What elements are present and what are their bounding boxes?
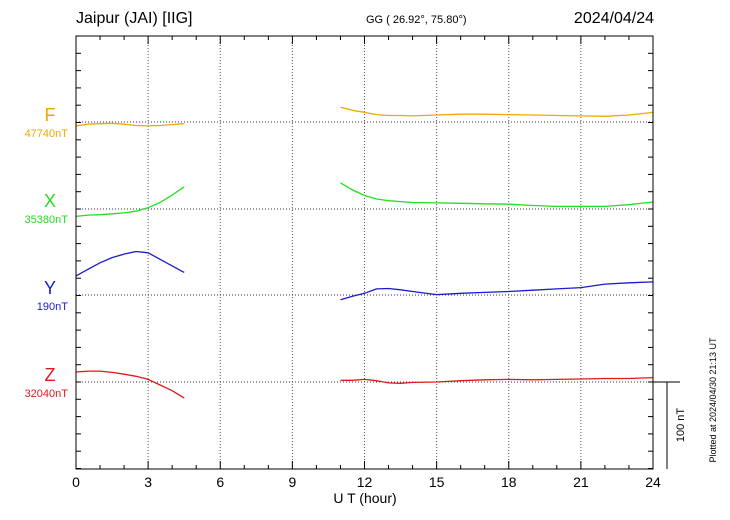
series-line-y — [75, 250, 654, 301]
scale-bar: 100 nT — [653, 381, 687, 469]
component-label-f: F — [45, 105, 56, 125]
baseline-value-y: 190nT — [37, 301, 68, 313]
scale-bar-label: 100 nT — [675, 408, 687, 443]
component-label-x: X — [44, 191, 56, 211]
baseline-value-x: 35380nT — [25, 214, 69, 226]
baseline-value-z: 32040nT — [25, 388, 69, 400]
component-label-z: Z — [45, 365, 56, 385]
series-line-x — [75, 182, 654, 218]
series-layer — [75, 106, 654, 399]
baseline-value-f: 47740nT — [25, 128, 69, 140]
x-tick-label: 18 — [501, 474, 517, 490]
x-tick-label: 21 — [573, 474, 589, 490]
series-line-z — [75, 370, 654, 399]
grid — [76, 36, 653, 469]
series-line-f — [75, 106, 654, 127]
x-tick-label: 12 — [357, 474, 373, 490]
plot-frame: 0 3 6 9 12 15 18 21 24 — [72, 35, 661, 490]
plotted-timestamp: Plotted at 2024/04/30 21:13 UT — [708, 337, 718, 463]
geographic-coordinates: GG ( 26.92°, 75.80°) — [366, 14, 467, 26]
x-tick-label: 9 — [288, 474, 296, 490]
x-tick-label: 0 — [72, 474, 80, 490]
x-tick-label: 15 — [429, 474, 445, 490]
labels: F 47740nT X 35380nT Y 190nT Z 32040nT — [25, 105, 69, 400]
x-tick-label: 24 — [645, 474, 661, 490]
station-title: Jaipur (JAI) [IIG] — [76, 10, 193, 27]
plot-date: 2024/04/24 — [573, 10, 654, 27]
x-axis-title: U T (hour) — [333, 490, 396, 506]
x-tick-label: 3 — [144, 474, 152, 490]
component-label-y: Y — [44, 278, 56, 298]
x-tick-label: 6 — [216, 474, 224, 490]
